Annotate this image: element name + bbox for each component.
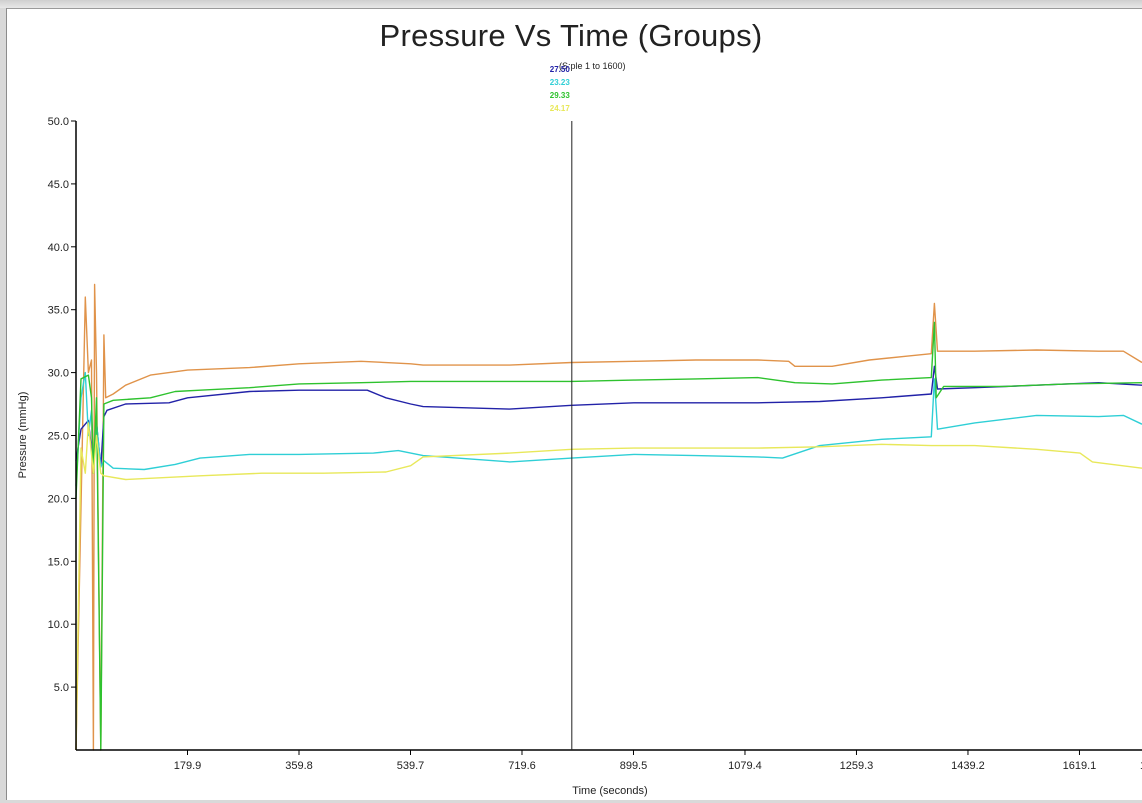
series-line-4 xyxy=(75,321,1142,751)
cursor-layer: (S:ple 1 to 1600) 27.50 23.23 29.33 24.17 xyxy=(550,61,626,750)
series-line-3 xyxy=(75,371,1142,486)
series-line-1 xyxy=(75,283,1142,751)
cursor-caption: (S:ple 1 to 1600) xyxy=(559,61,626,71)
x-axis-label: Time (seconds) xyxy=(572,785,647,797)
x-tick-label: 179.9 xyxy=(174,760,202,772)
x-tick-label: 1079.4 xyxy=(728,760,762,772)
x-tick-label: 1 xyxy=(1140,760,1142,772)
chart-title: Pressure Vs Time (Groups) xyxy=(379,18,763,53)
y-axis-label: Pressure (mmHg) xyxy=(17,392,29,479)
axes-layer xyxy=(75,121,1142,751)
y-tick-label: 35.0 xyxy=(48,305,69,317)
cursor-readout: 27.50 xyxy=(550,65,571,74)
series-layer xyxy=(75,283,1142,751)
x-tick-label: 1619.1 xyxy=(1063,760,1097,772)
series-line-5 xyxy=(75,422,1142,751)
x-tick-label: 539.7 xyxy=(397,760,425,772)
y-tick-label: 45.0 xyxy=(48,179,69,191)
x-tick-layer: 179.9 359.8 539.7 719.6 899.5 1079.4 1259.3 143… xyxy=(174,750,1142,772)
y-tick-label: 40.0 xyxy=(48,242,69,254)
x-tick-label: 719.6 xyxy=(508,760,536,772)
y-tick-label: 15.0 xyxy=(48,556,69,568)
x-tick-label: 1439.2 xyxy=(951,760,985,772)
x-tick-label: 899.5 xyxy=(620,760,648,772)
x-tick-label: 1259.3 xyxy=(840,760,874,772)
y-tick-label: 10.0 xyxy=(48,619,69,631)
cursor-readout: 24.17 xyxy=(550,104,571,113)
y-tick-layer: 5.0 10.0 15.0 20.0 25.0 30.0 35.0 40.0 45.0 50.0 xyxy=(48,116,76,694)
y-tick-label: 50.0 xyxy=(48,116,69,128)
window-left-edge xyxy=(0,8,7,803)
y-tick-label: 25.0 xyxy=(48,431,69,443)
cursor-readout: 29.33 xyxy=(550,91,571,100)
y-tick-label: 30.0 xyxy=(48,368,69,380)
window-top-strip xyxy=(0,0,1142,9)
cursor-readout: 23.23 xyxy=(550,78,571,87)
y-tick-label: 20.0 xyxy=(48,493,69,505)
series-line-2 xyxy=(75,365,1142,468)
y-tick-label: 5.0 xyxy=(54,682,69,694)
x-tick-label: 359.8 xyxy=(285,760,313,772)
window-bottom-edge xyxy=(0,800,1142,803)
